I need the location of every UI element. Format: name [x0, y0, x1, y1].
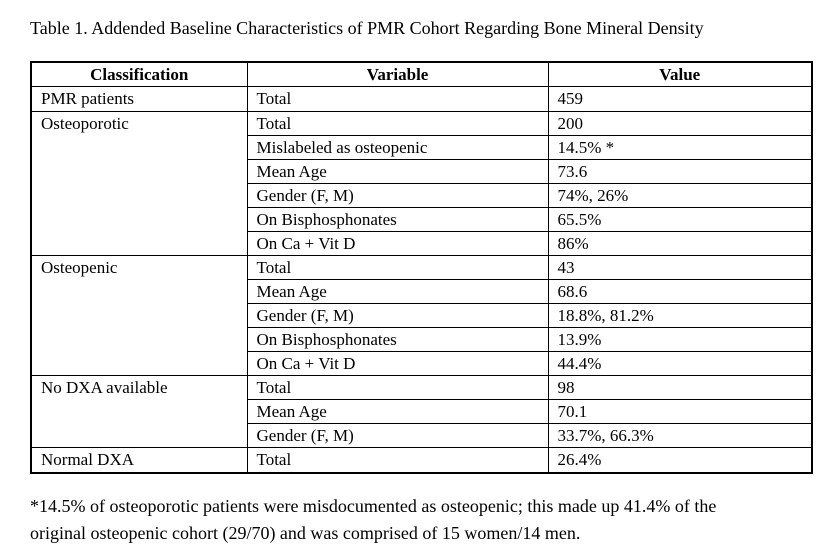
value-cell: 68.6	[547, 279, 813, 304]
variable-cell: Gender (F, M)	[246, 303, 549, 328]
variable-cell: Mean Age	[246, 159, 549, 184]
classification-cell: Osteoporotic	[30, 111, 248, 256]
variable-cell: Mean Age	[246, 399, 549, 424]
table-row: On Ca + Vit D 44.4%	[31, 351, 813, 376]
table-row: Osteoporotic Total 200	[30, 111, 813, 256]
variable-cell: On Bisphosphonates	[246, 327, 549, 352]
table-row: On Ca + Vit D 86%	[31, 231, 813, 256]
value-cell: 13.9%	[547, 327, 813, 352]
column-header-variable: Variable	[246, 61, 549, 87]
table-row: Osteopenic Total 43	[30, 255, 813, 376]
footnote-line: *14.5% of osteoporotic patients were mis…	[30, 496, 717, 516]
table-row: Gender (F, M) 33.7%, 66.3%	[31, 423, 813, 448]
variable-cell: Total	[246, 111, 549, 136]
table-row: PMR patients Total 459	[30, 86, 813, 112]
table-row: Gender (F, M) 18.8%, 81.2%	[31, 303, 813, 328]
column-header-value: Value	[547, 61, 813, 87]
variable-cell: Total	[246, 86, 549, 112]
value-cell: 44.4%	[547, 351, 813, 376]
value-cell: 86%	[547, 231, 813, 256]
table-caption: Table 1. Addended Baseline Characteristi…	[30, 18, 704, 38]
value-cell: 70.1	[547, 399, 813, 424]
variable-cell: Mean Age	[246, 279, 549, 304]
table-row: Gender (F, M) 74%, 26%	[31, 183, 813, 208]
variable-cell: On Bisphosphonates	[246, 207, 549, 232]
column-header-classification: Classification	[30, 61, 248, 87]
classification-cell: No DXA available	[30, 375, 248, 448]
value-cell: 65.5%	[547, 207, 813, 232]
variable-cell: Total	[246, 375, 549, 400]
variable-cell: Gender (F, M)	[246, 423, 549, 448]
table-row: Mislabeled as osteopenic 14.5% *	[31, 135, 813, 160]
table-row: Mean Age 68.6	[31, 279, 813, 304]
classification-cell: Normal DXA	[30, 447, 248, 474]
value-cell: 74%, 26%	[547, 183, 813, 208]
variable-cell: Total	[246, 447, 549, 474]
table-footnote: *14.5% of osteoporotic patients were mis…	[30, 493, 811, 547]
value-cell: 459	[547, 86, 813, 112]
table-row: No DXA available Total 98	[30, 375, 813, 448]
variable-cell: Mislabeled as osteopenic	[246, 135, 549, 160]
variable-cell: Gender (F, M)	[246, 183, 549, 208]
variable-cell: Total	[246, 255, 549, 280]
table-row: Normal DXA Total 26.4%	[30, 447, 813, 474]
value-cell: 73.6	[547, 159, 813, 184]
value-cell: 33.7%, 66.3%	[547, 423, 813, 448]
value-cell: 26.4%	[547, 447, 813, 474]
value-cell: 98	[547, 375, 813, 400]
footnote-line: original osteopenic cohort (29/70) and w…	[30, 523, 581, 543]
value-cell: 200	[547, 111, 813, 136]
baseline-characteristics-table: Classification Variable Value PMR patien…	[30, 61, 813, 474]
classification-cell: PMR patients	[30, 86, 248, 112]
variable-cell: On Ca + Vit D	[246, 351, 549, 376]
table-row: On Bisphosphonates 13.9%	[31, 327, 813, 352]
value-cell: 18.8%, 81.2%	[547, 303, 813, 328]
classification-cell: Osteopenic	[30, 255, 248, 376]
value-cell: 14.5% *	[547, 135, 813, 160]
variable-cell: On Ca + Vit D	[246, 231, 549, 256]
value-cell: 43	[547, 255, 813, 280]
table-header-row: Classification Variable Value	[30, 61, 813, 87]
table-row: On Bisphosphonates 65.5%	[31, 207, 813, 232]
